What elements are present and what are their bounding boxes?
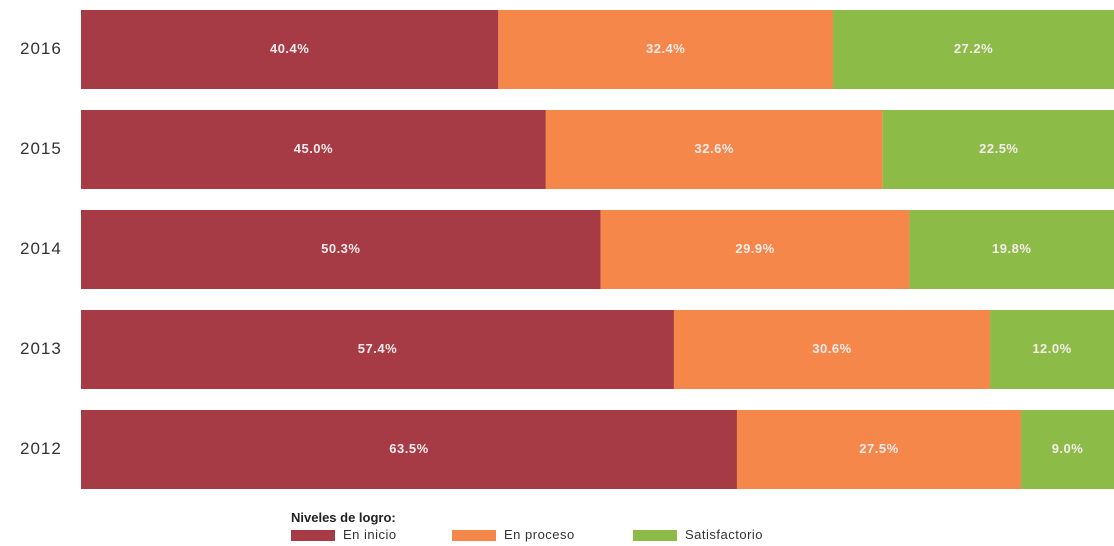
bar-satisfactorio-2014	[909, 210, 1114, 289]
bar-en-inicio-2014	[81, 210, 601, 289]
bar-satisfactorio-2013	[990, 310, 1114, 389]
category-label-2014: 2014	[20, 239, 62, 258]
data-label-en-proceso-2016: 32.4%	[646, 41, 685, 56]
legend-item-en-proceso: En proceso	[452, 527, 575, 542]
bar-en-proceso-2016	[498, 10, 834, 89]
category-label-2013: 2013	[20, 339, 62, 358]
legend-item-satisfactorio: Satisfactorio	[633, 527, 763, 542]
bar-en-proceso-2014	[600, 210, 910, 289]
data-label-en-inicio-2013: 57.4%	[358, 341, 397, 356]
bars-layer	[81, 10, 1114, 489]
bar-satisfactorio-2016	[833, 10, 1114, 89]
data-label-en-inicio-2016: 40.4%	[270, 41, 309, 56]
bar-en-proceso-2012	[736, 410, 1022, 489]
bar-en-inicio-2013	[81, 310, 674, 389]
bar-en-inicio-2012	[81, 410, 737, 489]
bar-en-inicio-2016	[81, 10, 499, 89]
data-labels: 40.4% 32.4% 27.2% 45.0% 32.6% 22.5% 50.3% 29.9%…	[270, 41, 1083, 456]
data-label-en-proceso-2014: 29.9%	[735, 241, 774, 256]
bar-en-inicio-2015	[81, 110, 546, 189]
data-label-satisfactorio-2013: 12.0%	[1032, 341, 1071, 356]
data-label-satisfactorio-2012: 9.0%	[1052, 441, 1084, 456]
legend-items: En inicio En proceso Satisfactorio	[291, 527, 763, 542]
bar-en-proceso-2013	[673, 310, 991, 389]
legend-label-en-inicio: En inicio	[343, 527, 397, 542]
category-label-2012: 2012	[20, 439, 62, 458]
bar-en-proceso-2015	[545, 110, 883, 189]
data-label-en-inicio-2015: 45.0%	[294, 141, 333, 156]
legend: Niveles de logro: En inicio En proceso Sat…	[291, 510, 763, 542]
data-label-en-proceso-2015: 32.6%	[695, 141, 734, 156]
bar-satisfactorio-2015	[882, 110, 1114, 189]
data-label-en-inicio-2012: 63.5%	[389, 441, 428, 456]
legend-title: Niveles de logro:	[291, 510, 396, 525]
legend-item-en-inicio: En inicio	[291, 527, 397, 542]
legend-swatch-satisfactorio	[633, 530, 677, 541]
data-label-en-inicio-2014: 50.3%	[321, 241, 360, 256]
legend-swatch-en-inicio	[291, 530, 335, 541]
category-label-2015: 2015	[20, 139, 62, 158]
data-label-en-proceso-2012: 27.5%	[859, 441, 898, 456]
bar-satisfactorio-2012	[1021, 410, 1114, 489]
legend-swatch-en-proceso	[452, 530, 496, 541]
data-label-satisfactorio-2016: 27.2%	[954, 41, 993, 56]
data-label-en-proceso-2013: 30.6%	[812, 341, 851, 356]
legend-label-en-proceso: En proceso	[504, 527, 575, 542]
category-labels: 2016 2015 2014 2013 2012	[20, 39, 62, 458]
category-label-2016: 2016	[20, 39, 62, 58]
data-label-satisfactorio-2015: 22.5%	[979, 141, 1018, 156]
legend-label-satisfactorio: Satisfactorio	[685, 527, 763, 542]
data-label-satisfactorio-2014: 19.8%	[992, 241, 1031, 256]
